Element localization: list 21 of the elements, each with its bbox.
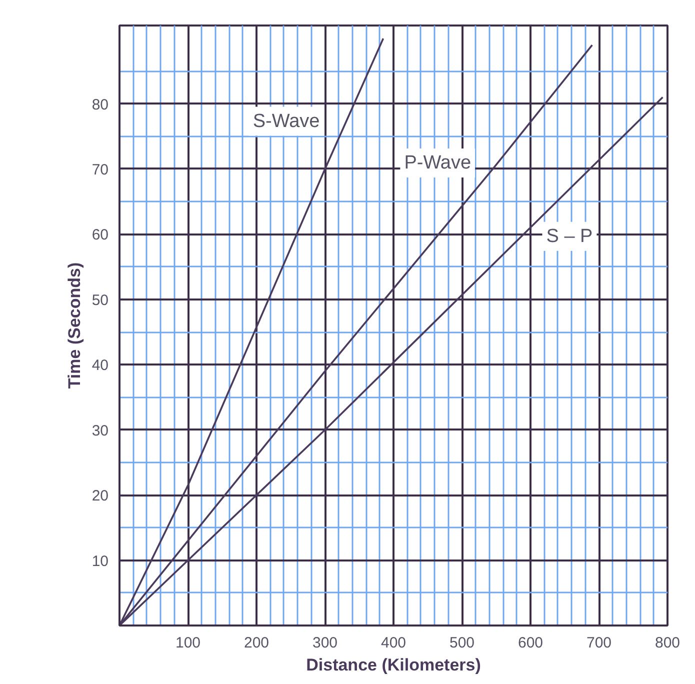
x-tick-label: 300 (312, 634, 338, 652)
series-label: P-Wave (404, 152, 472, 174)
y-tick-label: 20 (92, 488, 109, 505)
y-tick-label: 70 (92, 161, 109, 178)
y-tick-label: 30 (92, 422, 109, 440)
series-label: S – P (546, 226, 593, 247)
y-tick-label: 60 (92, 226, 109, 244)
x-tick-label: 200 (244, 634, 270, 652)
y-tick-label: 40 (92, 357, 109, 374)
y-axis-title: Time (Seconds) (64, 262, 84, 389)
x-tick-label: 100 (175, 634, 201, 652)
x-tick-label: 600 (518, 634, 544, 652)
x-tick-label: 700 (586, 634, 612, 652)
y-tick-label: 80 (92, 96, 109, 114)
y-tick-label: 10 (92, 552, 109, 570)
x-tick-label: 800 (654, 634, 680, 652)
x-tick-label: 400 (380, 634, 406, 652)
series-label: S-Wave (252, 110, 320, 132)
x-axis-title: Distance (Kilometers) (306, 656, 481, 674)
x-tick-label: 500 (449, 634, 475, 652)
y-tick-label: 50 (92, 292, 109, 309)
